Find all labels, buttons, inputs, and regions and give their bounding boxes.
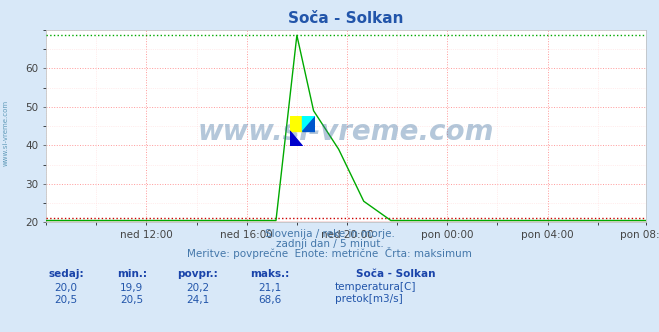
Text: 20,5: 20,5: [54, 295, 78, 305]
Text: 21,1: 21,1: [258, 283, 282, 292]
Text: temperatura[C]: temperatura[C]: [335, 282, 416, 291]
Text: 20,2: 20,2: [186, 283, 210, 292]
Title: Soča - Solkan: Soča - Solkan: [288, 11, 404, 26]
Text: 20,0: 20,0: [55, 283, 77, 292]
Text: 19,9: 19,9: [120, 283, 144, 292]
Text: www.si-vreme.com: www.si-vreme.com: [2, 100, 9, 166]
Text: Soča - Solkan: Soča - Solkan: [356, 269, 435, 279]
Text: zadnji dan / 5 minut.: zadnji dan / 5 minut.: [275, 239, 384, 249]
Text: 20,5: 20,5: [120, 295, 144, 305]
Text: www.si-vreme.com: www.si-vreme.com: [198, 118, 494, 146]
Text: Meritve: povprečne  Enote: metrične  Črta: maksimum: Meritve: povprečne Enote: metrične Črta:…: [187, 247, 472, 259]
Text: povpr.:: povpr.:: [177, 269, 218, 279]
Text: pretok[m3/s]: pretok[m3/s]: [335, 294, 403, 304]
Bar: [290, 116, 302, 131]
Polygon shape: [290, 131, 302, 146]
Text: 24,1: 24,1: [186, 295, 210, 305]
Text: min.:: min.:: [117, 269, 147, 279]
Polygon shape: [302, 116, 315, 131]
Text: Slovenija / reke in morje.: Slovenija / reke in morje.: [264, 229, 395, 239]
Polygon shape: [302, 116, 315, 131]
Text: 68,6: 68,6: [258, 295, 282, 305]
Text: maks.:: maks.:: [250, 269, 290, 279]
Text: sedaj:: sedaj:: [48, 269, 84, 279]
